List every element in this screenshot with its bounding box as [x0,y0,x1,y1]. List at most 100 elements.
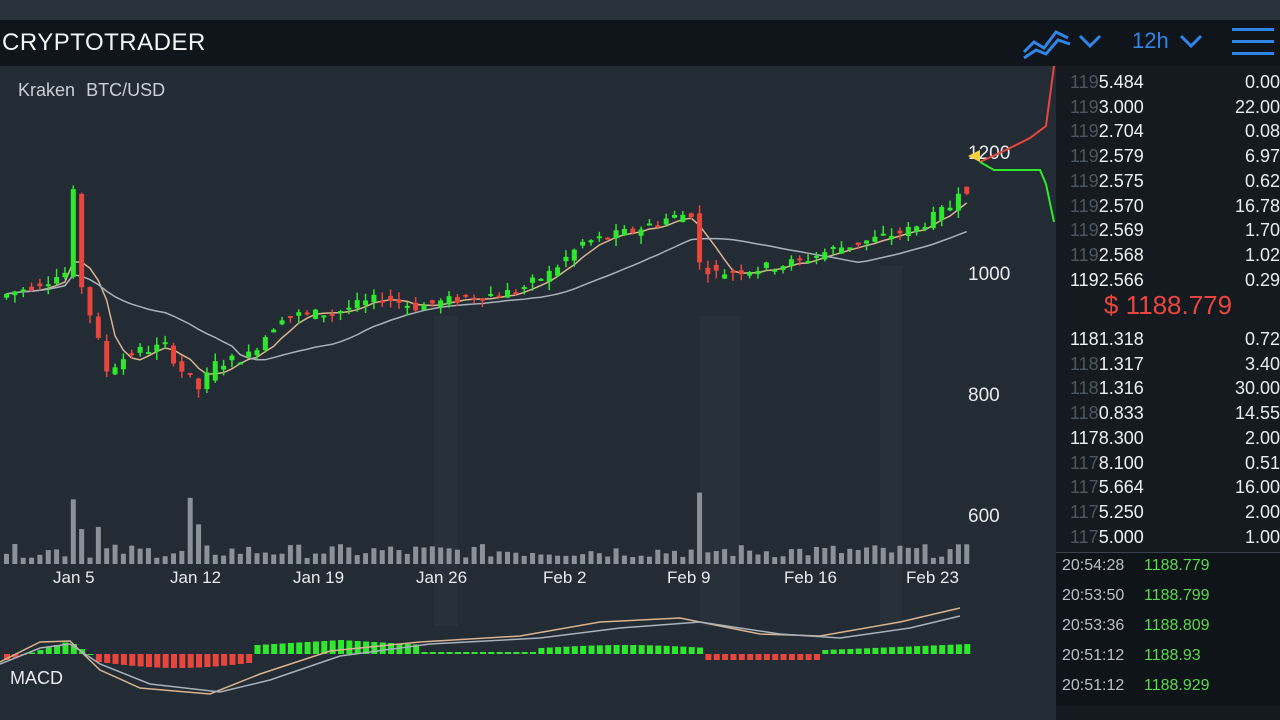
macd-bar [321,641,328,654]
macd-bar [738,654,745,660]
candle-body [271,329,277,333]
price-chart-area[interactable]: 1200 1000 800 600 Jan 5 Jan 12 Jan 19 Ja… [0,66,1056,720]
orderbook-size: 22.00 [1234,96,1280,117]
price-suffix: 3.000 [1098,96,1144,117]
volume-bar [588,551,594,564]
macd-bar [688,647,695,654]
macd-bar [964,644,971,654]
orderbook-row[interactable]: 1192.579 6.97 [1056,144,1280,168]
candle-body [354,300,360,309]
price-suffix: 5.000 [1098,526,1144,547]
orderbook-row[interactable]: 1192.704 0.08 [1056,119,1280,143]
orderbook-row[interactable]: 1181.316 30.00 [1056,376,1280,400]
macd-bar [329,640,336,654]
candle-body [463,294,469,297]
orderbook-price: 1193.000 [1070,97,1144,118]
volume-bar [663,553,669,564]
macd-bar [530,652,537,654]
volume-bar [396,550,402,564]
macd-bar [872,647,879,654]
orderbook-row[interactable]: 1192.568 1.02 [1056,243,1280,267]
candle-body [680,214,686,223]
orderbook-row[interactable]: 1195.484 0.00 [1056,70,1280,94]
macd-bar [187,654,194,668]
orderbook-row[interactable]: 1192.575 0.62 [1056,169,1280,193]
orderbook-row[interactable]: 1192.566 0.29 [1056,268,1280,292]
candle-body [596,236,602,239]
orderbook-row[interactable]: 1175.664 16.00 [1056,475,1280,499]
macd-bar [154,654,161,668]
orderbook-row[interactable]: 1175.000 1.00 [1056,525,1280,549]
price-suffix: 5.484 [1098,72,1144,92]
x-axis-label: Jan 19 [293,568,344,587]
price-chart[interactable]: 1200 1000 800 600 Jan 5 Jan 12 Jan 19 Ja… [0,66,1056,720]
volume-bar [196,524,202,564]
macd-bar [429,652,436,654]
macd-bar [104,654,111,663]
trade-price: 1188.779 [1144,557,1210,574]
macd-bar [655,645,662,654]
orderbook-price: 1181.316 [1070,378,1144,399]
orderbook-row[interactable]: 1192.569 1.70 [1056,218,1280,242]
volume-bar [889,552,895,564]
orderbook-price: 1192.568 [1070,245,1144,266]
trade-price: 1188.799 [1144,587,1210,604]
candle-body [262,337,268,351]
price-prefix: 119 [1070,121,1099,142]
macd-bar [763,654,770,660]
candle-body [371,294,377,303]
orderbook-size: 14.55 [1234,403,1280,424]
volume-bar [955,544,961,564]
candle-body [730,270,736,273]
trade-row: 20:51:12 1188.93 [1062,647,1201,671]
ask-depth-line [979,66,1055,163]
volume-bar [338,544,343,564]
orderbook-row[interactable]: 1181.317 3.40 [1056,352,1280,376]
orderbook-row[interactable]: 1180.833 14.55 [1056,401,1280,425]
slow-ma-line [6,230,968,361]
volume-bar [171,553,176,564]
current-price-marker [968,150,980,162]
macd-bar [137,654,144,667]
trade-row: 20:51:12 1188.929 [1062,677,1210,701]
candle-body [513,292,519,295]
orderbook-size: 30.00 [1234,378,1280,399]
menu-button[interactable] [1230,24,1276,60]
candle-body [830,246,836,250]
candle-body [304,312,310,315]
macd-bar [663,645,670,654]
orderbook-price: 1192.575 [1070,171,1144,192]
orderbook-row[interactable]: 1192.570 16.78 [1056,194,1280,218]
trade-time: 20:53:50 [1062,587,1125,604]
orderbook-row[interactable]: 1175.250 2.00 [1056,500,1280,524]
orderbook-row[interactable]: 1178.100 0.51 [1056,451,1280,475]
macd-bar [513,652,520,654]
interval-selector[interactable]: 12h [1132,26,1209,56]
orderbook-row[interactable]: 1193.000 22.00 [1056,95,1280,119]
volume-bar [880,547,886,564]
candle-body [471,297,477,300]
macd-bar [279,643,286,654]
macd-bar [805,654,812,660]
candle-body [839,247,844,254]
chart-type-selector[interactable] [1022,22,1104,62]
macd-bar [505,652,511,654]
macd-bar [672,646,678,654]
candle-body [145,352,151,355]
orderbook-size: 0.51 [1244,452,1280,473]
moving-averages [6,202,968,376]
candle-body [45,284,51,287]
orderbook-row[interactable]: 1178.300 2.00 [1056,426,1280,450]
macd-bar [204,654,211,668]
trade-time: 20:53:36 [1062,617,1125,634]
orderbook-row[interactable]: 1181.318 0.72 [1056,327,1280,351]
macd-bar [95,654,102,662]
volume-bar [187,497,193,564]
volume-bar [855,549,861,564]
candle-body [905,226,911,236]
candle-body [672,214,677,218]
orderbook-size: 0.00 [1244,72,1280,92]
candle-body [363,300,369,306]
macd-bar [822,650,829,654]
macd-bar [839,649,845,654]
